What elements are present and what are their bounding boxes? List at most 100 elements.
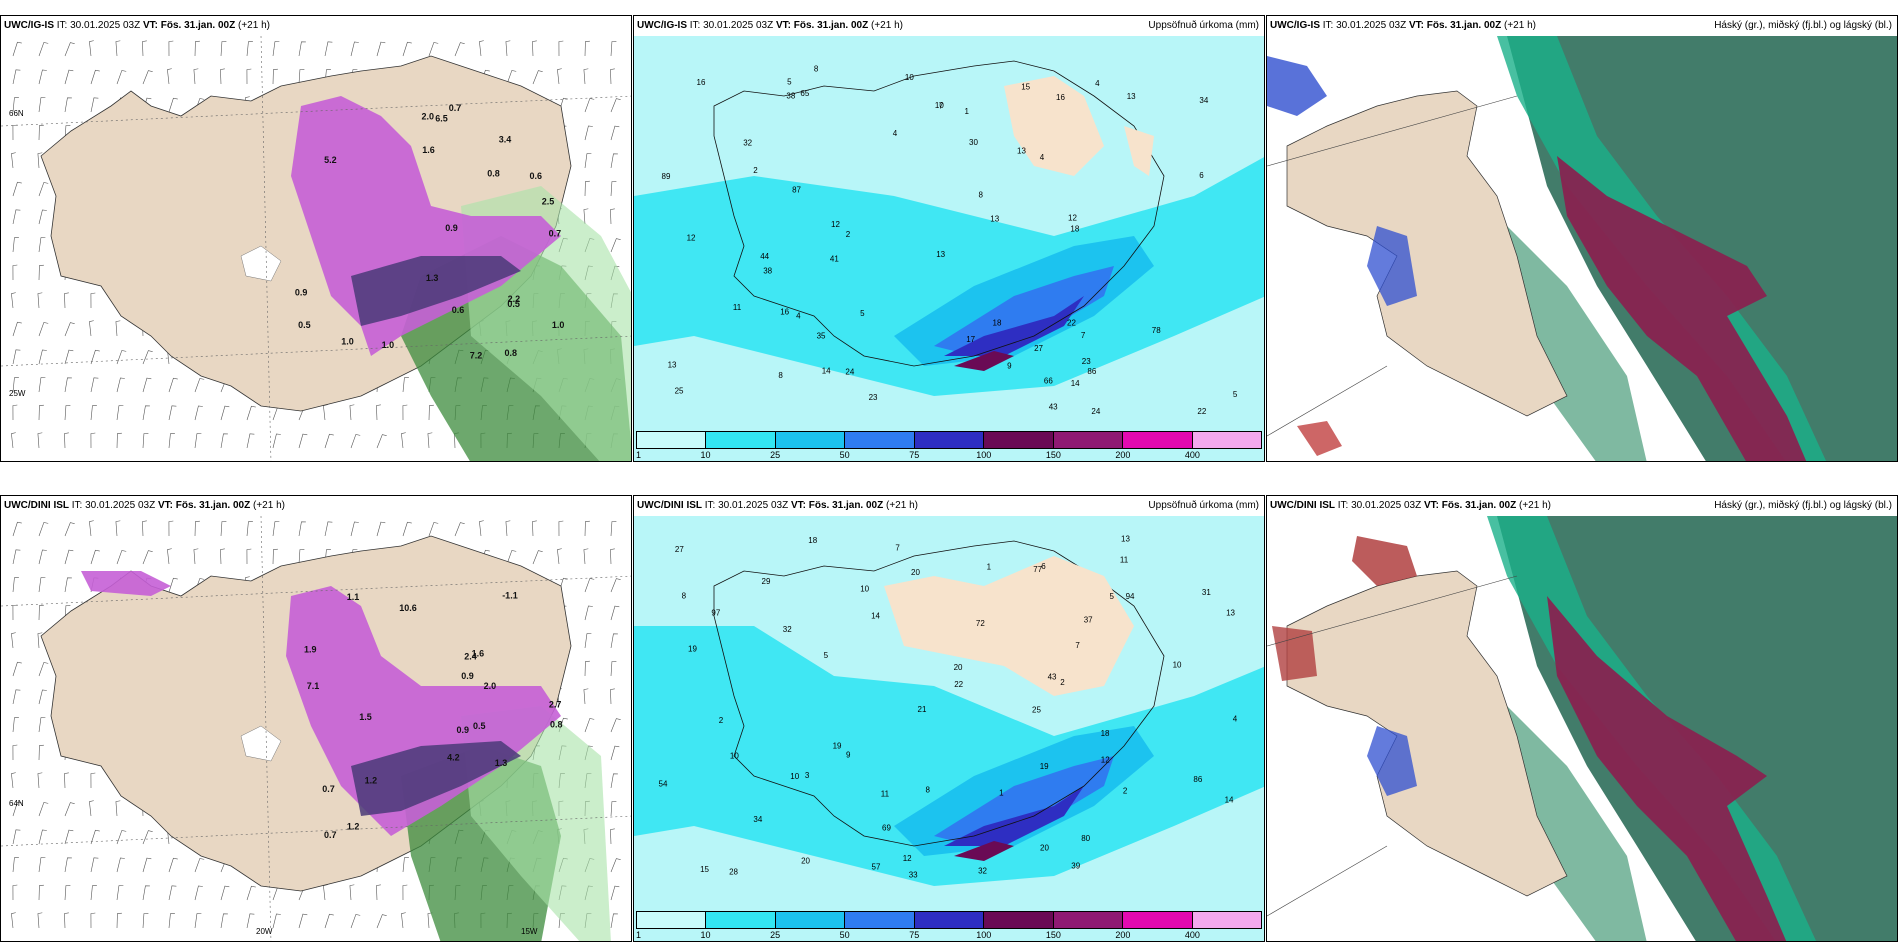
panel-wind-snow-dini: UWC/DINI ISL IT: 30.01.2025 03Z VT: Fös.…	[0, 495, 632, 942]
colorbar-swatch	[1053, 912, 1124, 928]
wind-barb	[115, 320, 121, 337]
wind-barb	[557, 548, 562, 565]
snow-value: 7.2	[470, 350, 483, 360]
snow-value: 1.0	[382, 340, 395, 350]
wind-barb	[194, 40, 200, 57]
dry-land-patch	[884, 556, 1134, 696]
wind-barb	[116, 830, 127, 845]
precip-value: 8	[979, 191, 984, 200]
precip-value: 4	[1040, 153, 1045, 162]
panel-title: UWC/IG-IS IT: 30.01.2025 03Z VT: Fös. 31…	[1, 16, 631, 36]
precip-value: 7	[895, 543, 900, 552]
wind-barb	[12, 97, 19, 113]
precip-value: 24	[845, 367, 854, 376]
wind-barb	[64, 802, 75, 817]
colorbar-tick-label: 10	[700, 930, 711, 940]
precip-value: 4	[1095, 79, 1100, 88]
wind-barb	[532, 520, 537, 537]
wind-barb	[38, 404, 44, 421]
snow-value: 0.7	[549, 229, 562, 239]
precip-value: 17	[966, 335, 975, 344]
colorbar-tick-label: 50	[839, 450, 850, 460]
wind-barb	[584, 578, 595, 593]
snow-value: 1.5	[359, 712, 372, 722]
colorbar-tick-label: 200	[1115, 450, 1131, 460]
wind-barb	[584, 660, 590, 677]
wind-barb	[402, 521, 412, 537]
precip-value: 34	[753, 815, 762, 824]
precip-value: 14	[822, 366, 831, 375]
wind-barb	[38, 322, 49, 337]
iceland-landmass	[713, 540, 1165, 847]
dry-land-patch	[1004, 76, 1104, 176]
wind-barb	[142, 913, 149, 929]
wind-barb	[558, 520, 564, 537]
wind-barb	[168, 885, 177, 901]
precip-value: 25	[675, 387, 684, 396]
wind-barb	[12, 321, 22, 337]
precip-band-100	[954, 351, 1014, 371]
panel-precip-igis: UWC/IG-IS IT: 30.01.2025 03Z VT: Fös. 31…	[633, 15, 1265, 462]
colorbar-swatch	[984, 432, 1054, 448]
colorbar-swatch	[914, 432, 985, 448]
wind-barb	[610, 578, 621, 593]
wind-barb	[610, 548, 615, 565]
precip-value: 28	[729, 867, 738, 876]
wind-barb	[193, 68, 199, 85]
precip-value: 29	[762, 577, 771, 586]
wind-barb	[12, 884, 18, 901]
wind-barb	[142, 885, 150, 901]
wind-barb	[38, 124, 44, 141]
wind-barb	[11, 632, 16, 649]
snow-value: 1.9	[304, 645, 317, 655]
precip-value: 8	[682, 591, 687, 600]
precip-value: 6	[1199, 171, 1204, 180]
snow-value: 0.9	[457, 725, 470, 735]
wind-barb	[532, 550, 543, 565]
colorbar-tick-label: 200	[1115, 930, 1131, 940]
precip-value: 54	[659, 780, 668, 789]
wind-barb	[38, 857, 46, 873]
precip-value: 7	[939, 102, 944, 111]
precip-value: 10	[730, 752, 739, 761]
wind-barb	[12, 801, 22, 817]
snow-value: 1.0	[552, 320, 565, 330]
wind-barb	[324, 433, 334, 449]
colorbar-tick-label: 400	[1184, 930, 1200, 940]
precip-value: 22	[1197, 407, 1206, 416]
precip-value: 5	[860, 309, 865, 318]
precip-value-labels: 4574257810161612136813148341617141343323…	[662, 65, 1238, 417]
wind-barb	[64, 577, 72, 593]
wind-barb	[610, 153, 618, 169]
wind-barb	[376, 41, 386, 57]
snow-value: 0.5	[473, 721, 486, 731]
wind-barb	[116, 912, 122, 929]
wind-barb	[142, 520, 147, 537]
wind-barb	[220, 548, 225, 565]
precip-value: 18	[1070, 224, 1079, 233]
precip-value: 16	[780, 307, 789, 316]
wind-barb	[90, 857, 99, 873]
wind-barb	[428, 522, 439, 537]
precip-value: 97	[711, 609, 720, 618]
precip-value: 13	[1017, 146, 1026, 155]
wind-barb	[167, 548, 172, 565]
snow-value: 1.1	[347, 592, 360, 602]
wind-barb	[246, 885, 256, 901]
wind-barb	[89, 320, 94, 337]
colorbar-swatch	[1123, 432, 1193, 448]
precip-value: 13	[1121, 535, 1130, 544]
wind-barb	[610, 913, 618, 929]
precip-value: 80	[1081, 834, 1090, 843]
precip-value: 12	[831, 220, 840, 229]
wind-barb	[557, 68, 562, 85]
wind-barb	[220, 41, 227, 57]
blue-low-cloud-1	[1267, 56, 1327, 116]
precip-value: 33	[909, 870, 918, 879]
snow-value: 2.0	[422, 112, 435, 122]
wind-barb	[402, 41, 412, 57]
precip-value: 10	[790, 772, 799, 781]
wind-barb	[505, 40, 511, 57]
map-clouds	[1267, 36, 1897, 461]
wind-barb	[90, 432, 96, 449]
